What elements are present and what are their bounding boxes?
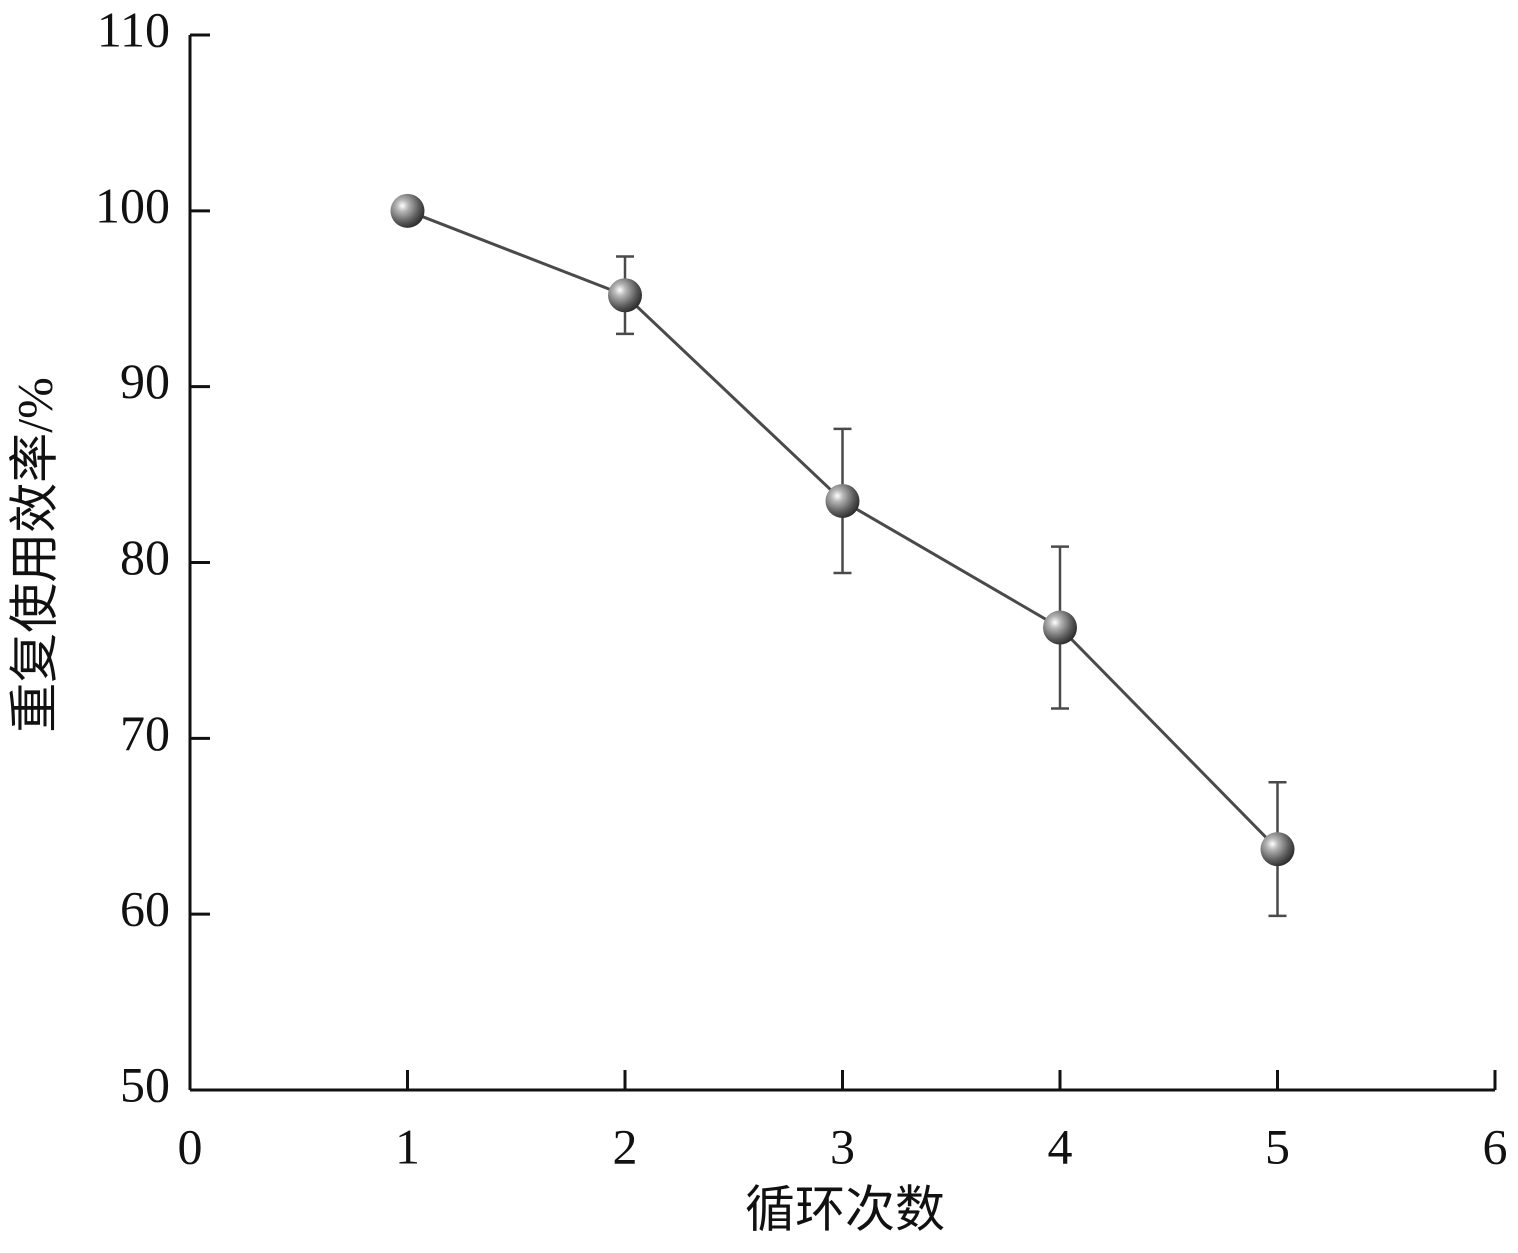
x-tick-label: 4 xyxy=(1048,1118,1073,1174)
y-tick-label: 90 xyxy=(120,353,170,409)
y-tick-label: 60 xyxy=(120,881,170,937)
data-point xyxy=(1043,610,1077,645)
x-axis-title: 循环次数 xyxy=(745,1181,945,1237)
data-point xyxy=(825,483,860,518)
y-tick-label: 110 xyxy=(97,1,170,57)
x-tick-label: 5 xyxy=(1265,1118,1290,1174)
x-tick-label: 1 xyxy=(395,1118,420,1174)
x-tick-label: 6 xyxy=(1483,1118,1508,1174)
data-point xyxy=(608,278,642,313)
data-point xyxy=(390,193,425,228)
x-tick-label: 3 xyxy=(830,1118,855,1174)
data-point xyxy=(1260,832,1295,867)
x-tick-label: 2 xyxy=(613,1118,638,1174)
y-axis-title: 重复使用效率/% xyxy=(6,377,62,733)
y-tick-label: 100 xyxy=(95,177,170,233)
y-tick-label: 70 xyxy=(120,705,170,761)
y-tick-label: 50 xyxy=(120,1056,170,1112)
x-tick-label: 0 xyxy=(178,1118,203,1174)
y-tick-label: 80 xyxy=(120,529,170,585)
